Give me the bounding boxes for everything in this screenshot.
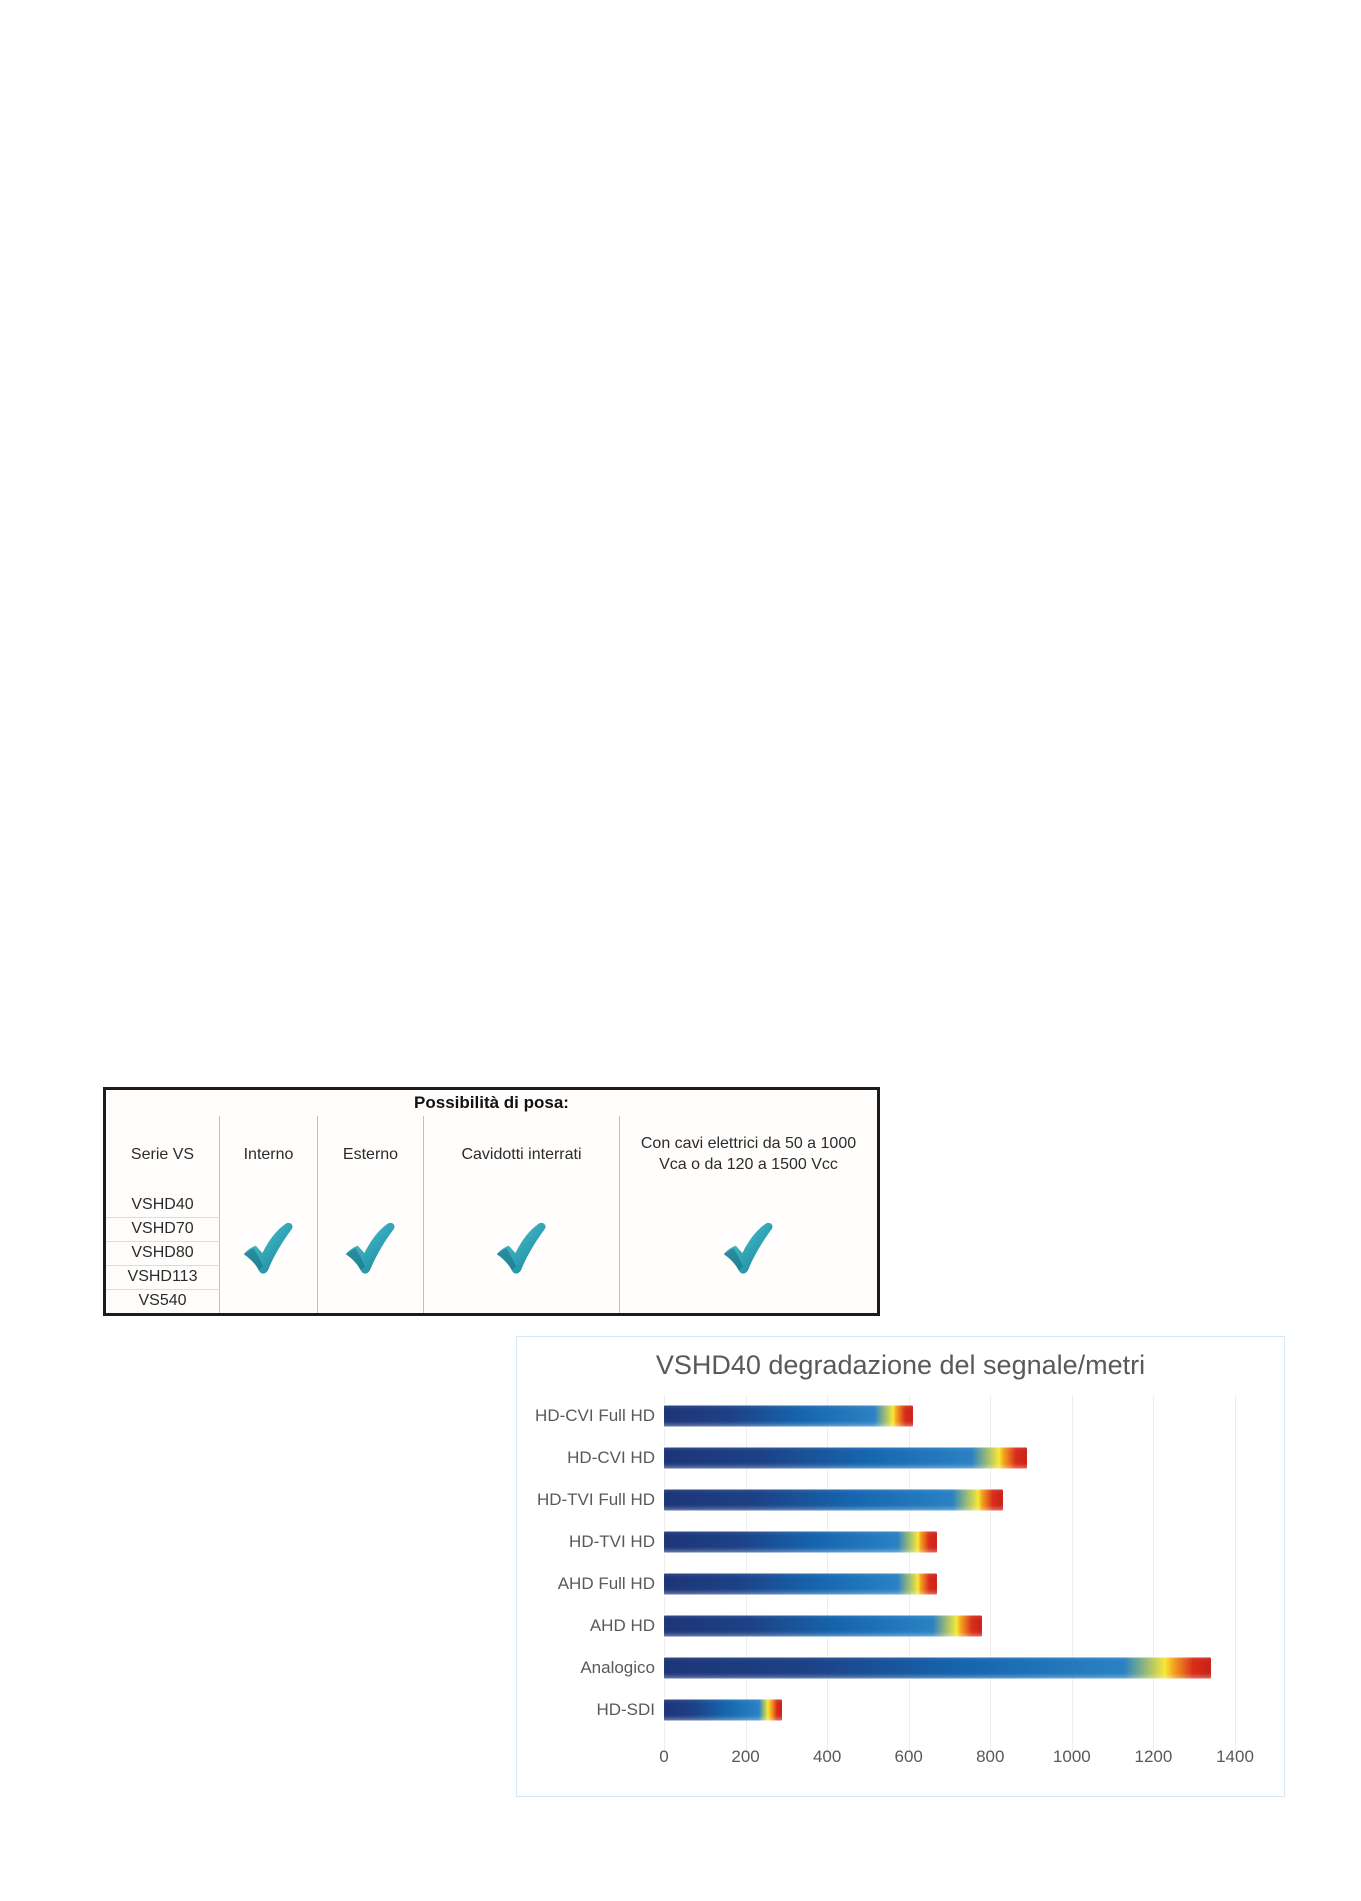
chart-plot-area: HD-CVI Full HD HD-CVI HD HD-TVI Full HD HD-…	[517, 1395, 1284, 1755]
table-row: VSHD113	[104, 1265, 879, 1290]
gridline	[1235, 1395, 1236, 1755]
posa-table-body: Possibilità di posa: Serie VS Interno Este…	[104, 1089, 879, 1315]
x-tick-label: 1000	[1052, 1747, 1091, 1766]
bar-track	[664, 1437, 1235, 1479]
signal-bar	[664, 1657, 1211, 1679]
bar-track	[664, 1521, 1235, 1563]
bar-row: HD-SDI	[517, 1689, 1284, 1731]
gridline	[1071, 1395, 1073, 1755]
category-label: HD-TVI Full HD	[536, 1490, 655, 1509]
table-row: VSHD40	[104, 1194, 879, 1315]
posa-table-section: Possibilità di posa: Serie VS Interno Este…	[103, 1087, 880, 1316]
category-label: AHD Full HD	[557, 1574, 655, 1593]
bar-row: HD-TVI HD	[517, 1521, 1284, 1563]
teal-checkmark-icon	[723, 1222, 773, 1274]
category-label: HD-CVI HD	[567, 1448, 655, 1467]
bar-row: AHD HD	[517, 1605, 1284, 1647]
chart-x-axis: 0 200 400 600 800 1000 1200 1400	[659, 1741, 1254, 1775]
signal-bar	[664, 1699, 783, 1721]
signal-bar	[664, 1615, 983, 1637]
chart-title: VSHD40 degradazione del segnale/metri	[655, 1350, 1146, 1380]
teal-checkmark-icon	[345, 1222, 395, 1274]
bar-row: HD-CVI HD	[517, 1437, 1284, 1479]
category-label: HD-SDI	[596, 1700, 655, 1719]
column-header: Interno	[219, 1116, 318, 1194]
bar-track	[664, 1479, 1235, 1521]
teal-checkmark-icon	[496, 1222, 546, 1274]
x-tick-label: 200	[731, 1747, 760, 1766]
series-label: VSHD80	[104, 1241, 220, 1266]
bar-row: AHD Full HD	[517, 1563, 1284, 1605]
table-row: VSHD80	[104, 1241, 879, 1266]
table-title-row: Possibilità di posa:	[105, 1089, 879, 1117]
signal-bar	[664, 1405, 913, 1427]
signal-bar	[664, 1489, 1003, 1511]
table-title: Possibilità di posa:	[414, 1092, 569, 1112]
gridline	[1153, 1395, 1155, 1755]
bar-track	[664, 1395, 1235, 1437]
bar-track	[664, 1605, 1235, 1647]
table-row: VSHD70	[104, 1217, 879, 1242]
category-label: AHD HD	[589, 1616, 655, 1635]
column-header: Esterno	[317, 1116, 424, 1194]
x-tick-label: 800	[976, 1747, 1005, 1766]
bar-row: HD-TVI Full HD	[517, 1479, 1284, 1521]
bar-track	[664, 1647, 1235, 1689]
check-cell	[317, 1194, 424, 1315]
series-label: VSHD70	[104, 1217, 220, 1242]
x-tick-label: 1400	[1216, 1747, 1254, 1766]
column-header: Cavidotti interrati	[423, 1116, 620, 1194]
table-header-row: Serie VS Interno Esterno Cavidotti interrat…	[104, 1116, 879, 1194]
signal-bar	[664, 1447, 1027, 1469]
x-tick-label: 0	[659, 1747, 669, 1766]
category-label: HD-CVI Full HD	[535, 1406, 655, 1425]
bar-track	[664, 1689, 1235, 1731]
teal-checkmark-icon	[243, 1222, 293, 1274]
category-label: Analogico	[580, 1658, 655, 1677]
check-cell	[619, 1194, 879, 1315]
series-label: VS540	[104, 1289, 220, 1315]
check-cell	[423, 1194, 620, 1315]
bar-track	[664, 1563, 1235, 1605]
column-header: Serie VS	[104, 1116, 220, 1194]
chart-bar-rows: HD-CVI Full HD HD-CVI HD HD-TVI Full HD HD-…	[517, 1395, 1284, 1731]
column-header: Con cavi elettrici da 50 a 1000 Vca o da…	[619, 1116, 879, 1194]
posa-table: Possibilità di posa: Serie VS Interno Este…	[103, 1087, 880, 1316]
bar-row: HD-CVI Full HD	[517, 1395, 1284, 1437]
series-label: VSHD40	[104, 1194, 220, 1218]
signal-bar	[664, 1531, 938, 1553]
bar-row: Analogico	[517, 1647, 1284, 1689]
gridline	[990, 1395, 992, 1755]
signal-degradation-chart: VSHD40 degradazione del segnale/metri HD…	[516, 1336, 1285, 1797]
x-tick-label: 400	[812, 1747, 842, 1766]
check-cell	[220, 1194, 318, 1315]
x-tick-label: 1200	[1134, 1747, 1173, 1766]
table-row: VS540	[104, 1289, 879, 1315]
category-label: HD-TVI HD	[569, 1532, 655, 1551]
x-tick-label: 600	[894, 1747, 923, 1766]
series-label: VSHD113	[104, 1265, 220, 1290]
signal-bar	[664, 1573, 938, 1595]
